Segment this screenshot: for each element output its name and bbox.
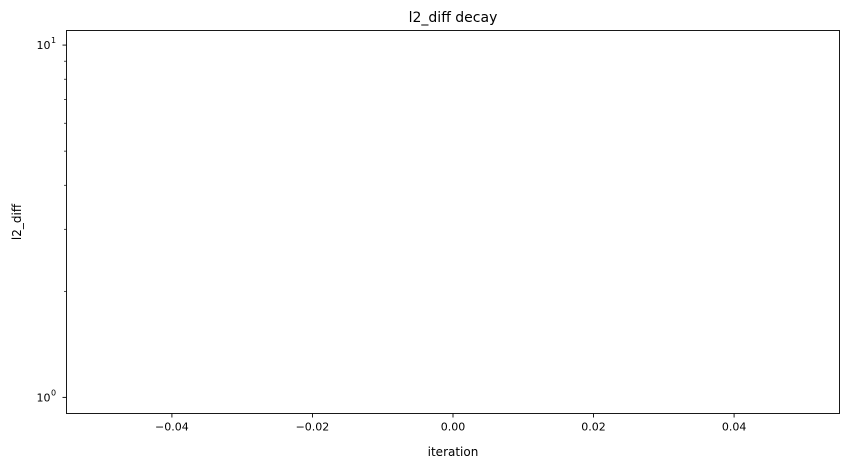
x-tick-label: −0.04 [155, 421, 189, 434]
x-tick-label: 0.00 [441, 421, 466, 434]
x-tick-label: 0.04 [722, 421, 747, 434]
y-tick-label: 10 [37, 391, 51, 404]
y-tick-label-exponent: 1 [51, 36, 56, 45]
y-tick-label-exponent: 0 [51, 388, 56, 397]
x-axis-label: iteration [428, 445, 479, 459]
x-tick-label: −0.02 [296, 421, 330, 434]
plot-area [66, 30, 840, 414]
x-tick-label: 0.02 [581, 421, 606, 434]
x-axis: −0.04 −0.02 0.00 0.02 0.04 [155, 413, 747, 434]
y-tick-label: 10 [37, 39, 51, 52]
y-axis-label: l2_diff [10, 203, 24, 240]
chart-title: l2_diff decay [409, 10, 498, 26]
